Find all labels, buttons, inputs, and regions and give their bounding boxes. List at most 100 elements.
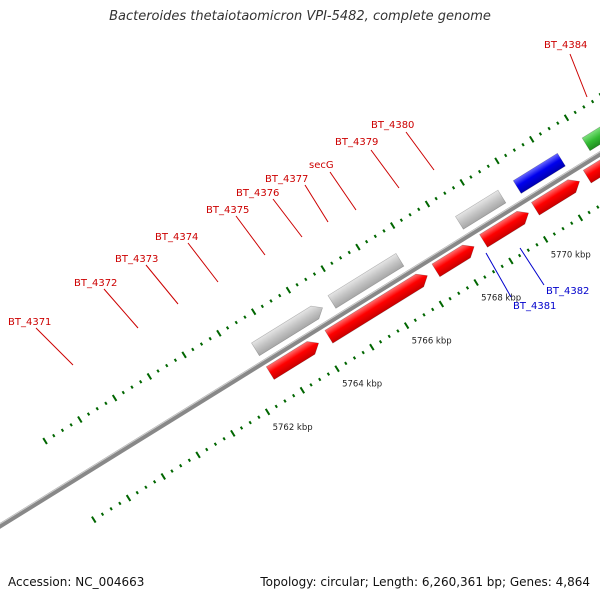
tick-mark bbox=[517, 253, 522, 258]
tick-mark bbox=[312, 272, 317, 276]
tick-mark bbox=[378, 339, 383, 344]
tick-mark bbox=[285, 286, 292, 294]
tick-label: 5766 kbp bbox=[412, 337, 452, 347]
tick-mark bbox=[387, 334, 391, 339]
gene-arrow-other[interactable] bbox=[251, 301, 326, 357]
tick-mark bbox=[121, 390, 125, 395]
tick-mark bbox=[483, 275, 487, 279]
gene-label: BT_4379 bbox=[335, 137, 378, 148]
tick-mark bbox=[486, 164, 490, 169]
genome-backbone bbox=[0, 0, 600, 541]
tick-mark bbox=[318, 377, 322, 382]
tick-mark bbox=[459, 178, 465, 186]
tick-mark bbox=[179, 463, 183, 468]
gene-arrow-forward[interactable] bbox=[324, 269, 431, 344]
tick-mark bbox=[130, 385, 134, 389]
tick-label: 5762 kbp bbox=[273, 423, 313, 433]
tick-mark bbox=[521, 142, 525, 147]
tick-mark bbox=[125, 494, 132, 502]
tick-mark bbox=[577, 214, 584, 222]
tick-mark bbox=[225, 326, 230, 330]
tick-mark bbox=[570, 221, 574, 226]
tick-mark bbox=[369, 343, 375, 351]
tick-mark bbox=[413, 318, 417, 323]
label-leader-line bbox=[569, 53, 588, 98]
tick-mark bbox=[199, 342, 204, 346]
gene-arrow-forward[interactable] bbox=[530, 175, 583, 216]
tick-mark bbox=[181, 351, 187, 359]
gene-arrow-green[interactable] bbox=[581, 104, 600, 152]
label-leader-line bbox=[329, 171, 357, 211]
tick-mark bbox=[100, 512, 105, 516]
gene-label: secG bbox=[309, 160, 334, 171]
tick-mark bbox=[547, 126, 551, 131]
gene-labels: 5762 kbp 5764 kbp 5766 kbp 5768 kbp 5770 kbp… bbox=[8, 40, 591, 433]
tick-mark bbox=[443, 191, 447, 195]
tick-mark bbox=[355, 243, 361, 251]
label-leader-line bbox=[370, 149, 400, 189]
backbone-highlight bbox=[0, 0, 600, 537]
tick-mark bbox=[299, 386, 306, 394]
tick-mark bbox=[283, 399, 287, 403]
gene-features bbox=[251, 104, 600, 380]
tick-mark bbox=[563, 114, 570, 122]
gene-label: BT_4373 bbox=[115, 254, 158, 265]
tick-mark bbox=[422, 313, 426, 317]
label-leader-line bbox=[272, 198, 303, 238]
gene-arrow-forward[interactable] bbox=[582, 139, 600, 184]
tick-mark bbox=[535, 242, 539, 247]
tick-mark bbox=[542, 235, 549, 243]
tick-mark bbox=[556, 121, 560, 125]
tick-mark bbox=[508, 257, 514, 265]
tick-mark bbox=[396, 329, 400, 333]
gene-arrow-forward[interactable] bbox=[265, 337, 322, 380]
tick-mark bbox=[156, 369, 160, 373]
backbone-line bbox=[0, 0, 600, 541]
gene-arrow-other[interactable] bbox=[327, 252, 405, 309]
tick-mark bbox=[260, 304, 264, 309]
tick-mark bbox=[144, 485, 148, 490]
tick-mark bbox=[152, 480, 157, 484]
position-ticks bbox=[42, 92, 600, 524]
label-leader-line bbox=[304, 184, 329, 223]
tick-mark bbox=[234, 320, 238, 325]
tick-label: 5768 kbp bbox=[481, 294, 521, 304]
gene-arrow-other[interactable] bbox=[455, 189, 507, 230]
label-leader-line bbox=[103, 288, 139, 329]
tick-mark bbox=[469, 175, 473, 179]
tick-mark bbox=[187, 458, 192, 463]
tick-mark bbox=[330, 261, 334, 266]
tick-mark bbox=[104, 401, 108, 406]
tick-mark bbox=[526, 248, 530, 252]
label-leader-line bbox=[187, 242, 219, 283]
tick-mark bbox=[91, 516, 97, 524]
gene-label: BT_4382 bbox=[546, 286, 589, 297]
map-title: Bacteroides thetaiotaomicron VPI-5482, c… bbox=[109, 9, 491, 24]
tick-mark bbox=[135, 490, 139, 495]
tick-mark bbox=[170, 469, 174, 473]
tick-mark bbox=[309, 383, 313, 387]
gene-arrow-reverse[interactable] bbox=[512, 152, 566, 194]
tick-mark bbox=[257, 415, 261, 420]
tick-label: 5764 kbp bbox=[342, 380, 382, 390]
accession-label: Accession: NC_004663 bbox=[8, 575, 145, 589]
gene-label: BT_4384 bbox=[544, 40, 587, 51]
tick-mark bbox=[42, 437, 48, 445]
tick-mark bbox=[364, 239, 369, 244]
tick-mark bbox=[457, 291, 461, 296]
tick-label: 5770 kbp bbox=[551, 250, 591, 260]
tick-mark bbox=[448, 296, 452, 301]
gene-arrow-forward[interactable] bbox=[479, 207, 533, 248]
tick-mark bbox=[352, 356, 357, 360]
tick-mark bbox=[417, 207, 421, 212]
tick-mark bbox=[269, 299, 273, 303]
tick-mark bbox=[373, 234, 377, 239]
tick-mark bbox=[69, 423, 73, 427]
tick-mark bbox=[239, 426, 244, 430]
tick-mark bbox=[213, 442, 218, 446]
tick-mark bbox=[77, 415, 83, 423]
tick-mark bbox=[477, 169, 482, 174]
gene-arrow-forward[interactable] bbox=[431, 240, 478, 278]
tick-mark bbox=[326, 372, 331, 376]
tick-mark bbox=[109, 507, 113, 511]
